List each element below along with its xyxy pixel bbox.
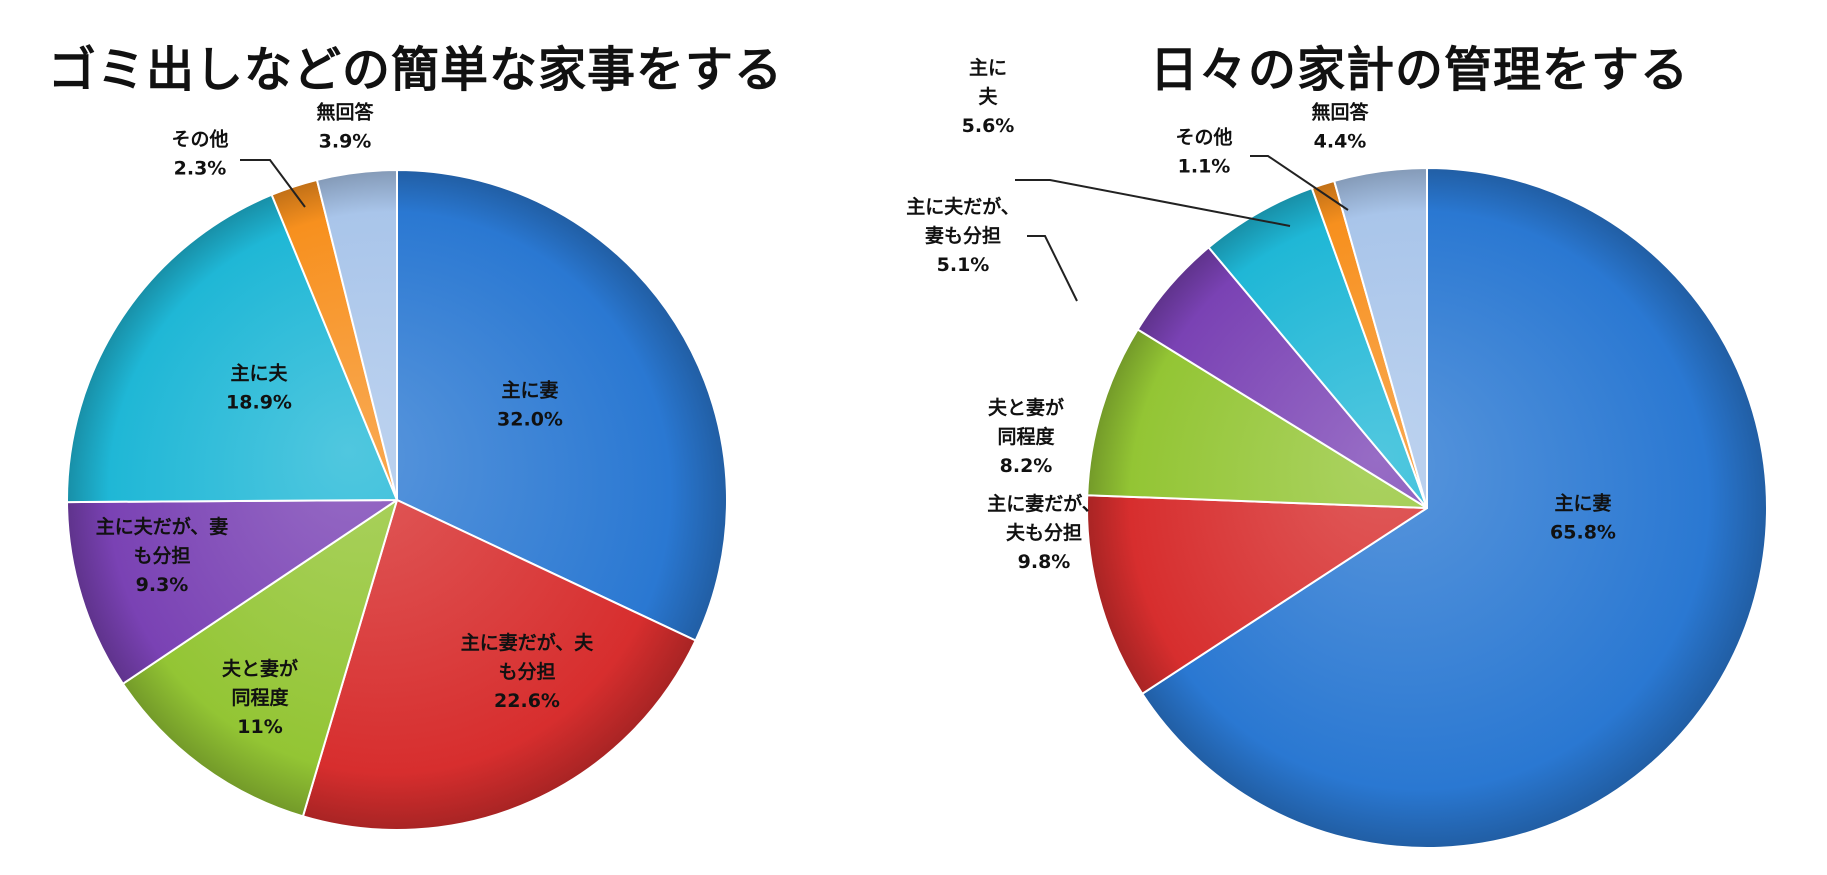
slice-label-right-wife-mainly-husband-shares: 主に妻だが、夫も分担 9.8% bbox=[987, 492, 1101, 573]
slice-label-left-no-answer: 無回答 3.9% bbox=[316, 101, 374, 153]
leader-line-right-husband-mainly bbox=[1015, 179, 1291, 227]
slice-label-right-wife-mainly: 主に妻 65.8% bbox=[1550, 492, 1616, 544]
slice-label-right-no-answer: 無回答 4.4% bbox=[1311, 101, 1369, 153]
slice-label-right-husband-mainly-wife-shares: 主に夫だが、妻も分担 5.1% bbox=[906, 195, 1020, 276]
chart-title-left: ゴミ出しなどの簡単な家事をする bbox=[48, 42, 784, 98]
pie-slice-right-wife-mainly-husband-shares bbox=[1086, 494, 1428, 695]
pie-chart-left: 主に妻 32.0% 主に妻だが、夫も分担 22.6% 夫と妻が同程度 11% 主に夫だが、妻… bbox=[0, 0, 900, 875]
leader-line-left-other bbox=[240, 159, 306, 208]
slice-label-left-husband-mainly-wife-shares: 主に夫だが、妻も分担 9.3% bbox=[96, 515, 229, 596]
slice-label-left-wife-mainly: 主に妻 32.0% bbox=[497, 379, 563, 431]
slice-label-left-equal: 夫と妻が同程度 11% bbox=[222, 657, 298, 738]
slice-label-left-other: その他 2.3% bbox=[171, 128, 228, 180]
pie-chart-left-plot: 主に妻 32.0% 主に妻だが、夫も分担 22.6% 夫と妻が同程度 11% 主に夫だが、妻… bbox=[66, 101, 728, 831]
pie-slice-left-equal bbox=[121, 499, 398, 818]
slice-label-right-other: その他 1.1% bbox=[1175, 126, 1232, 178]
pie-slice-right-equal bbox=[1086, 328, 1428, 509]
slice-label-left-husband-mainly: 主に夫 18.9% bbox=[226, 363, 292, 414]
slice-label-right-equal: 夫と妻が同程度 8.2% bbox=[988, 396, 1064, 477]
pie-slice-left-wife-mainly bbox=[396, 169, 728, 642]
leader-line-right-husband-mainly-wife-shares bbox=[1027, 235, 1078, 302]
leader-line-right-other bbox=[1250, 155, 1349, 211]
pie-slice-left-husband-mainly bbox=[66, 193, 398, 504]
slice-label-left-wife-mainly-husband-shares: 主に妻だが、夫も分担 22.6% bbox=[461, 631, 595, 712]
pie-slice-right-no-answer bbox=[1333, 167, 1428, 509]
pie-slice-left-no-answer bbox=[315, 169, 398, 501]
pie-chart-right: 主に妻 65.8% 主に妻だが、夫も分担 9.8% 夫と妻が同程度 8.2% 主に夫だが、妻… bbox=[900, 0, 1827, 875]
pie-slice-right-wife-mainly bbox=[1141, 167, 1769, 849]
pie-chart-right-plot: 主に妻 65.8% 主に妻だが、夫も分担 9.8% 夫と妻が同程度 8.2% 主に夫だが、妻… bbox=[906, 57, 1769, 849]
pie-slice-left-husband-mainly-wife-shares bbox=[66, 499, 398, 685]
chart-title-right: 日々の家計の管理をする bbox=[1150, 42, 1690, 98]
pie-slice-left-wife-mainly-husband-shares bbox=[301, 499, 697, 831]
slice-label-right-husband-mainly: 主に夫 5.6% bbox=[962, 57, 1015, 137]
